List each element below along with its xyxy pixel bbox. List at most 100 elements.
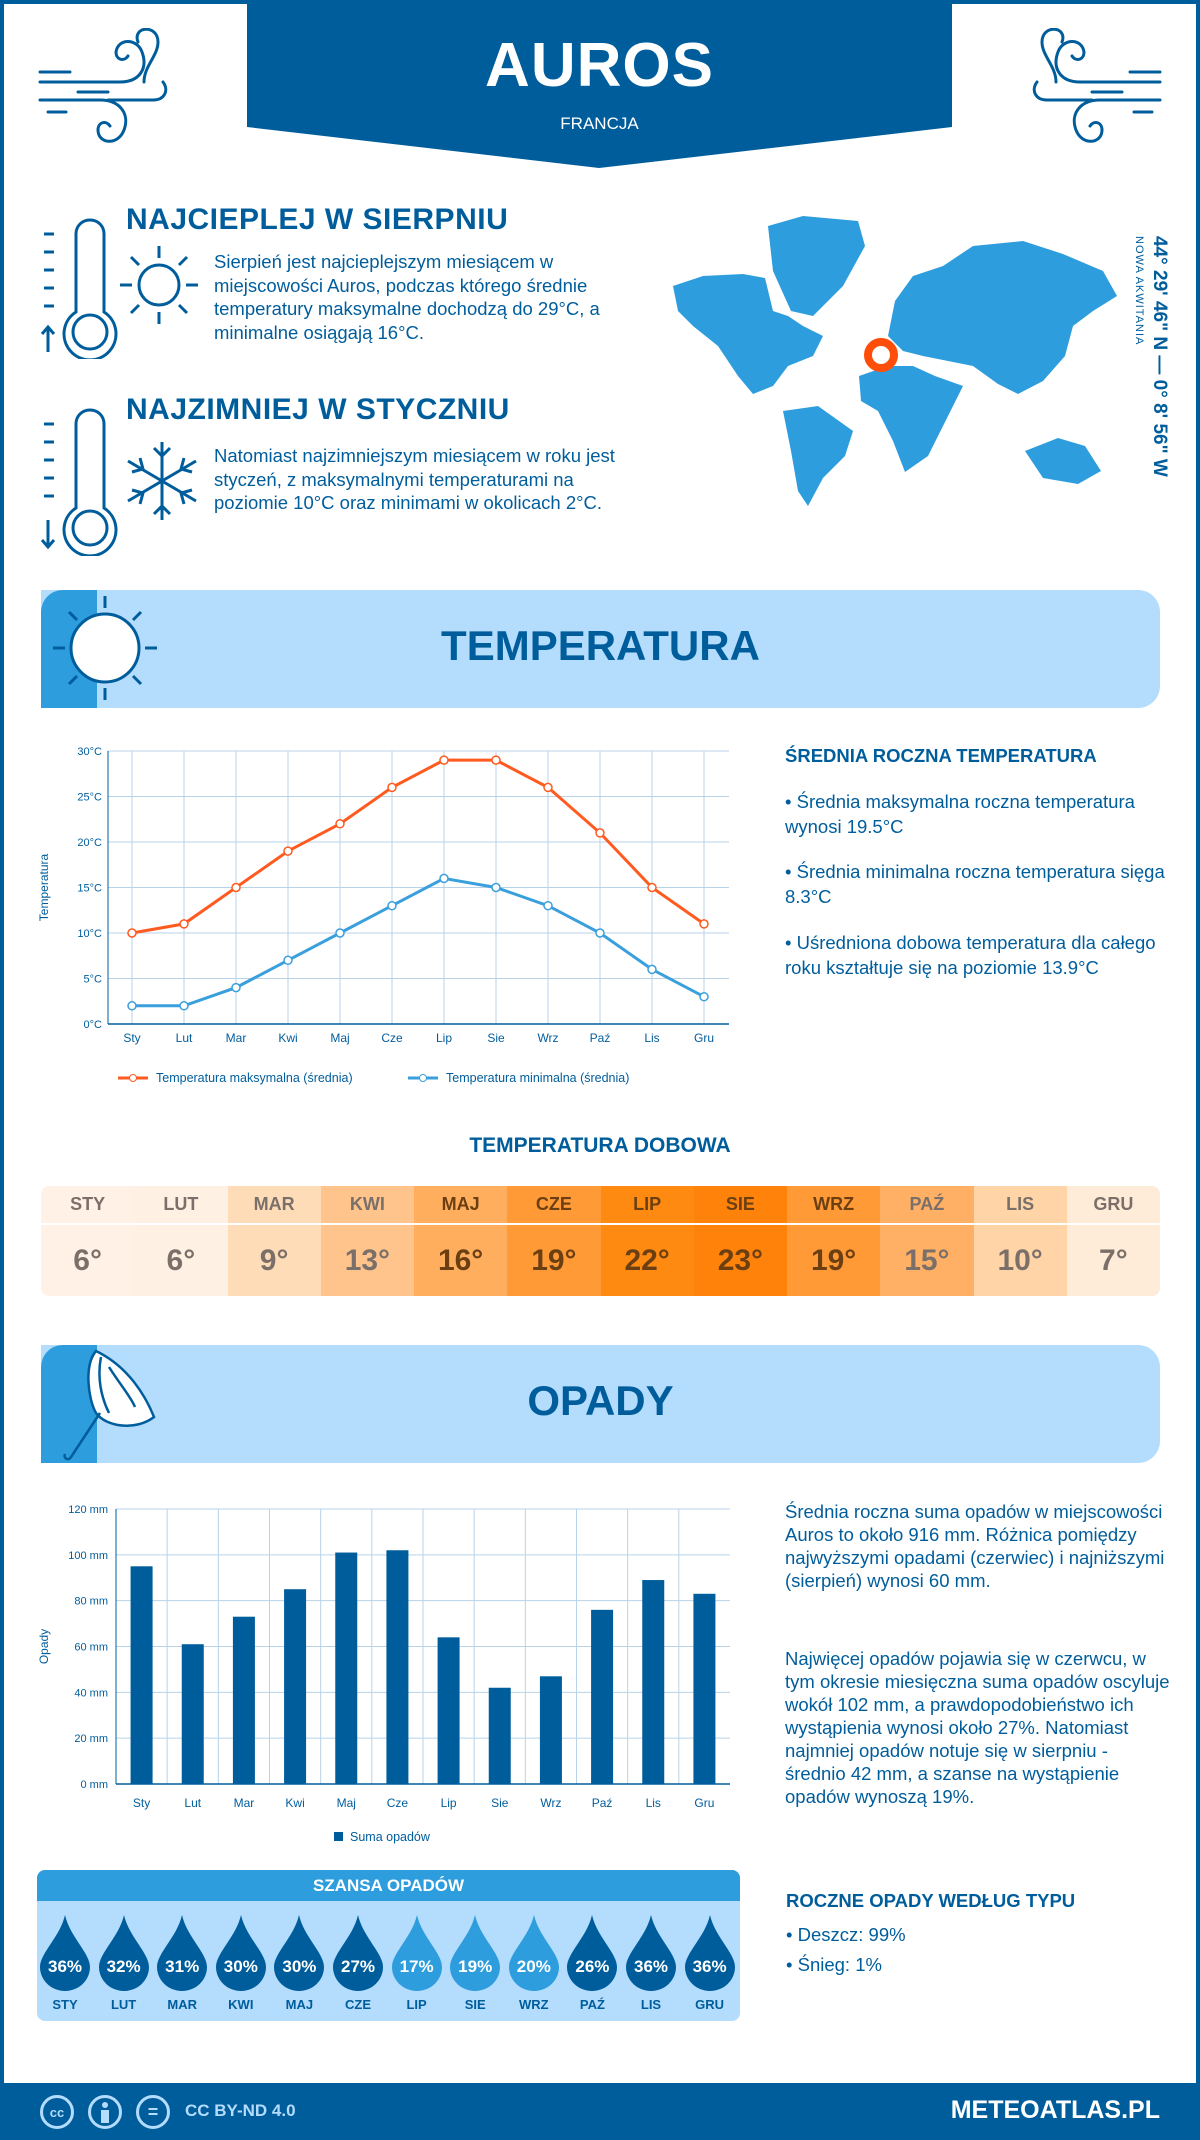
legend-swatch (334, 1832, 343, 1841)
data-point (283, 846, 293, 856)
y-axis-title: Opady (37, 1629, 51, 1664)
chance-month: LUT (110, 1997, 137, 2012)
chance-value: 30% (223, 1957, 258, 1976)
hottest-text: Sierpień jest najcieplejszym miesiącem w… (214, 251, 600, 343)
thermometer-hot-icon (40, 218, 118, 359)
y-tick-label: 100 mm (68, 1550, 108, 1562)
daily-temp-cell: STY 6° (41, 1186, 135, 1296)
daily-temp-value: 22° (624, 1243, 670, 1277)
y-tick-label: 0 mm (81, 1779, 109, 1791)
y-tick-label: 0°C (84, 1019, 103, 1031)
x-tick-label: Lut (184, 1796, 201, 1810)
rain-drop-icon: 36% (684, 1915, 735, 1991)
data-point (335, 819, 345, 829)
temp-bullet-max: • Średnia maksymalna roczna temperatura … (785, 791, 1135, 837)
daily-temp-value: 7° (1099, 1243, 1128, 1277)
rain-drop-icon: 27% (333, 1915, 383, 1991)
x-tick-label: Kwi (278, 1031, 297, 1045)
daily-temp-cell: KWI 13° (320, 1186, 414, 1296)
chance-value: 32% (106, 1957, 141, 1976)
legend-label: Temperatura maksymalna (średnia) (156, 1071, 353, 1085)
y-tick-label: 5°C (84, 974, 103, 986)
data-point (387, 900, 397, 911)
y-tick-label: 10°C (77, 928, 102, 940)
rain-drop-icon: 26% (567, 1915, 618, 1991)
data-point (231, 882, 241, 893)
daily-temp-month: LUT (134, 1186, 228, 1225)
y-tick-label: 40 mm (74, 1687, 108, 1699)
precip-bar (642, 1580, 665, 1784)
precip-bar (488, 1687, 511, 1784)
x-tick-label: Wrz (537, 1031, 558, 1045)
chance-month: GRU (695, 1997, 725, 2012)
site-link[interactable]: METEOATLAS.PL (950, 2096, 1160, 2124)
hottest-title: NAJCIEPLEJ W SIERPNIU (126, 203, 509, 236)
precip-type-snow: • Śnieg: 1% (786, 1954, 882, 1975)
data-point (595, 828, 605, 838)
daily-temp-value: 19° (810, 1243, 857, 1277)
precip-bar (539, 1676, 562, 1784)
x-tick-label: Maj (330, 1031, 349, 1045)
data-point (699, 919, 709, 929)
daily-temp-month: STY (41, 1186, 135, 1225)
daily-temp-month: GRU (1066, 1186, 1160, 1225)
map-africa (859, 366, 963, 472)
precip-text-1: Średnia roczna suma opadów w miejscowośc… (785, 1501, 1165, 1591)
x-tick-label: Sty (133, 1796, 150, 1810)
precip-bar (693, 1593, 716, 1784)
daily-temp-cell: LUT 6° (134, 1186, 228, 1296)
umbrella-icon (63, 1349, 156, 1461)
daily-temp-cell: WRZ 19° (787, 1186, 881, 1296)
license-label[interactable]: CC BY-ND 4.0 (185, 2101, 296, 2120)
data-point (647, 882, 657, 893)
daily-temp-table: STY 6° LUT 6° MAR 9° KWI 13° MAJ 16° CZE 19° LIP 22° S… (41, 1186, 1160, 1296)
chance-value: 31% (165, 1957, 200, 1976)
chance-value: 19% (458, 1957, 493, 1976)
chance-month: SIE (464, 1997, 486, 2012)
precip-bar (335, 1552, 358, 1784)
data-point (283, 955, 293, 966)
chance-month: KWI (228, 1997, 254, 2012)
daily-temp-cell: LIS 10° (973, 1186, 1067, 1296)
y-tick-label: 20 mm (74, 1733, 108, 1745)
data-point (543, 782, 553, 793)
precip-bar (130, 1566, 153, 1784)
y-tick-label: 25°C (77, 792, 102, 804)
data-point (491, 755, 501, 765)
rain-drop-icon: 31% (157, 1915, 208, 1991)
x-tick-label: Sie (487, 1031, 505, 1045)
x-tick-label: Mar (234, 1796, 255, 1810)
chance-month: LIP (406, 1997, 427, 2012)
daily-temp-month: MAJ (414, 1186, 508, 1225)
location-marker (864, 338, 898, 372)
x-tick-label: Lip (441, 1796, 457, 1810)
header-banner (247, 0, 952, 168)
snowflake-icon (127, 442, 197, 520)
rain-drop-icon: 20% (508, 1915, 559, 1991)
chance-month: STY (52, 1997, 78, 2012)
legend-marker (419, 1074, 427, 1082)
x-tick-label: Gru (694, 1031, 714, 1045)
temperature-chart: 0°C 5°C 10°C 15°C 20°C 25°C 30°C Sty Lut Mar Kwi Ma… (37, 746, 729, 1085)
x-tick-label: Lip (436, 1031, 452, 1045)
y-tick-label: 20°C (77, 837, 102, 849)
precip-chance-title: SZANSA OPADÓW (37, 1870, 740, 1901)
thermometer-cold-icon (40, 408, 118, 556)
y-tick-label: 80 mm (74, 1596, 108, 1608)
map-australia (1025, 438, 1101, 484)
chance-month: LIS (640, 1997, 662, 2012)
precip-text-2: Najwięcej opadów pojawia się w czerwcu, … (785, 1648, 1170, 1807)
daily-temp-value: 16° (437, 1243, 484, 1277)
rain-drop-icon: 30% (215, 1915, 266, 1991)
daily-temp-value: 15° (904, 1243, 950, 1277)
daily-temp-month: LIP (600, 1186, 694, 1225)
rain-drop-icon: 17% (391, 1915, 442, 1991)
data-point (439, 755, 449, 765)
rain-drop-icon: 30% (274, 1915, 325, 1991)
daily-temp-cell: PAŹ 15° (880, 1186, 974, 1296)
temperature-title: TEMPERATURA (441, 622, 760, 669)
chance-month: CZE (345, 1997, 371, 2012)
rain-drop-icon: 36% (626, 1915, 676, 1991)
data-point (543, 900, 553, 911)
data-point (387, 782, 397, 793)
